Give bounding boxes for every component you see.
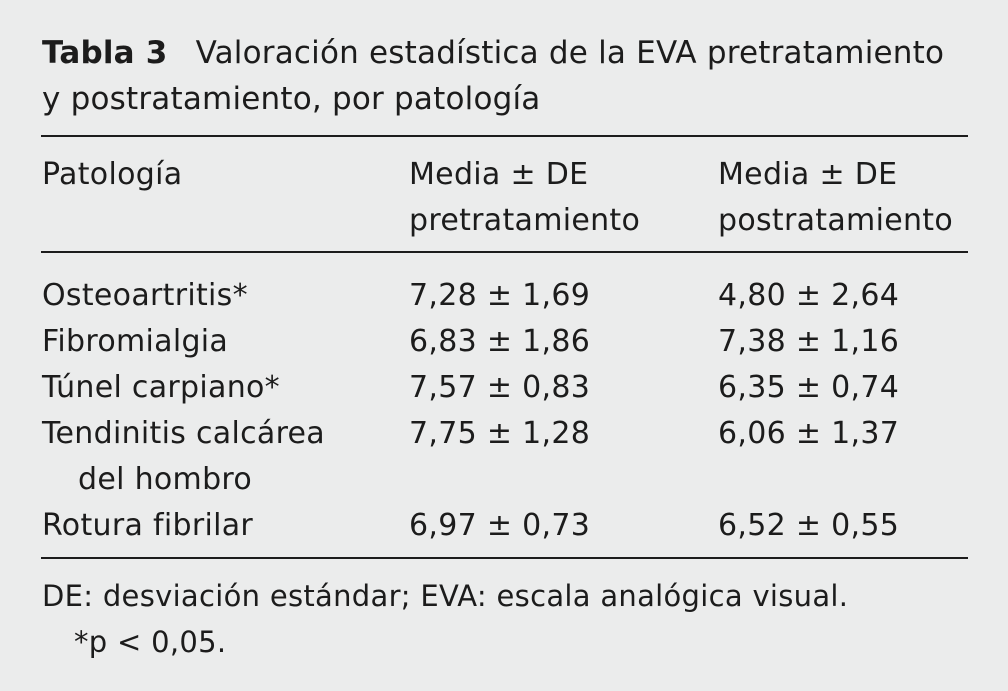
cell-post: 4,80 ± 2,64: [718, 278, 900, 313]
header-pretratamiento: Media ± DE pretratamiento: [409, 157, 641, 238]
cell-pre: 7,75 ± 1,28: [409, 416, 591, 451]
cell-patologia-continuation: del hombro: [78, 462, 253, 497]
top-rule: [41, 135, 968, 137]
cell-post: 7,38 ± 1,16: [718, 324, 900, 359]
cell-patologia: Fibromialgia: [42, 324, 229, 359]
header-rule: [41, 251, 968, 253]
cell-patologia: Osteoartritis*: [42, 278, 248, 313]
cell-post: 6,06 ± 1,37: [718, 416, 900, 451]
header-postratamiento: Media ± DE postratamiento: [718, 157, 954, 238]
footnote-abbreviations: DE: desviación estándar; EVA: escala ana…: [42, 579, 849, 613]
cell-pre: 6,83 ± 1,86: [409, 324, 591, 359]
cell-pre: 7,57 ± 0,83: [409, 370, 591, 405]
table-number: Tabla 3: [42, 35, 168, 71]
cell-patologia: Túnel carpiano*: [42, 370, 280, 405]
cell-patologia: Rotura fibrilar: [42, 508, 254, 543]
footnote-significance: *p < 0,05.: [74, 625, 227, 659]
table-title: Valoración estadística de la EVA pretrat…: [42, 35, 945, 117]
cell-pre: 6,97 ± 0,73: [409, 508, 591, 543]
table-caption: Tabla 3 Valoración estadística de la EVA …: [42, 30, 972, 122]
table-footnote: DE: desviación estándar; EVA: escala ana…: [42, 573, 848, 665]
cell-post: 6,52 ± 0,55: [718, 508, 900, 543]
header-patologia: Patología: [42, 157, 183, 192]
cell-post: 6,35 ± 0,74: [718, 370, 900, 405]
bottom-rule: [41, 557, 968, 559]
cell-patologia: Tendinitis calcárea: [42, 416, 325, 451]
cell-pre: 7,28 ± 1,69: [409, 278, 591, 313]
